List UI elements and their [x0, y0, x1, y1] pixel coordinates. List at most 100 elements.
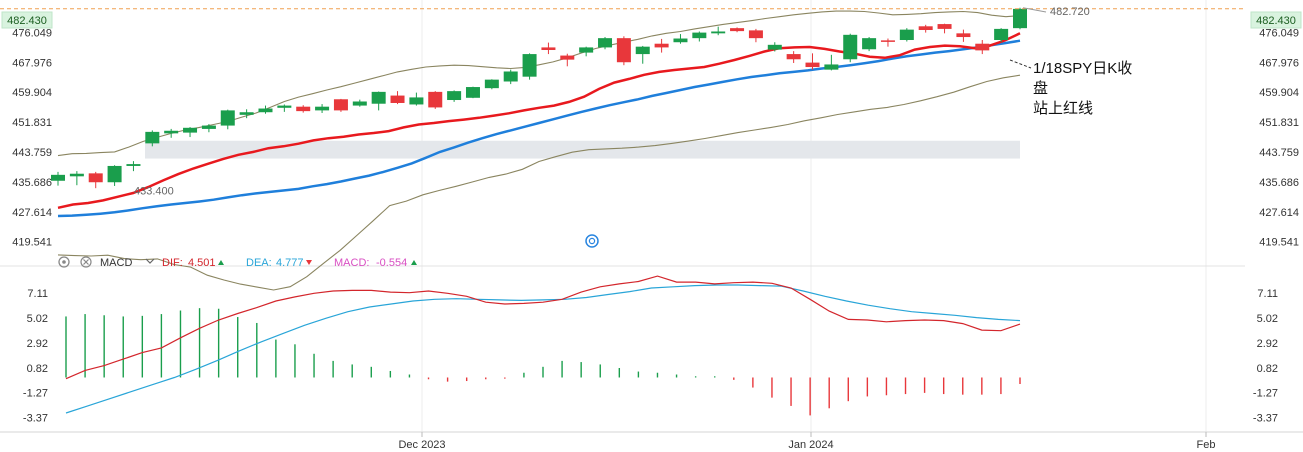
candle [371, 91, 386, 111]
candle [635, 45, 650, 64]
right-last-price: 482.430 [1256, 15, 1296, 27]
candle [333, 98, 348, 112]
candle [484, 79, 499, 90]
left-price-tick: 476.049 [12, 27, 52, 39]
right-price-tick: 435.686 [1259, 177, 1299, 189]
macd-right-tick: 7.11 [1257, 288, 1278, 300]
macd-left-axis: 7.11 5.02 2.92 0.82 -1.27 -3.37 [23, 288, 48, 424]
left-last-price: 482.430 [7, 15, 47, 27]
right-price-tick: 443.759 [1259, 147, 1299, 159]
chevron-down-icon[interactable] [145, 258, 155, 264]
candle [541, 42, 556, 55]
candle [126, 161, 141, 172]
candle [937, 23, 952, 34]
candle [51, 171, 65, 186]
candle [767, 42, 782, 52]
candle [277, 104, 292, 112]
note-line-3: 站上红线 [1033, 100, 1093, 117]
candle [428, 91, 443, 109]
candle [164, 128, 179, 138]
right-price-tick: 476.049 [1259, 27, 1299, 39]
candles [51, 7, 1027, 189]
right-price-tick: 459.904 [1259, 87, 1299, 99]
candle [899, 28, 914, 42]
macd-right-axis: 7.11 5.02 2.92 0.82 -1.27 -3.37 [1253, 288, 1278, 424]
candle [673, 34, 688, 44]
candle [239, 109, 254, 119]
candle [598, 37, 613, 50]
candle [975, 40, 990, 55]
dea-line [65, 284, 1021, 414]
left-price-tick: 419.541 [12, 237, 52, 249]
date-label-feb: Feb [1197, 439, 1216, 451]
macd-left-tick: 7.11 [27, 288, 48, 300]
candle [522, 53, 537, 80]
candle [258, 105, 273, 114]
candle [748, 28, 763, 43]
candle [503, 69, 518, 85]
boll-upper-line [57, 10, 1021, 157]
right-price-tick: 451.831 [1259, 117, 1299, 129]
candle [579, 46, 594, 57]
note-box [1025, 56, 1160, 124]
candle [69, 171, 84, 186]
left-price-tick: 427.614 [12, 207, 52, 219]
dif-line [65, 275, 1021, 380]
candle [824, 54, 839, 71]
macd-title: MACD [100, 257, 132, 269]
candle [560, 53, 575, 67]
macd-right-tick: 5.02 [1257, 313, 1278, 325]
support-zone [145, 140, 1020, 159]
macd-name: MACD: [334, 257, 369, 269]
candle [786, 51, 801, 63]
low-label: 433.400 [134, 185, 174, 197]
dif-value: 4.501 [188, 257, 216, 269]
macd-left-tick: 2.92 [27, 338, 48, 350]
candle [711, 26, 726, 36]
candle [447, 90, 462, 102]
dif-up-arrow [218, 260, 224, 265]
dea-value: 4.777 [276, 257, 304, 269]
target-icon[interactable] [585, 234, 599, 248]
macd-up-arrow [411, 260, 417, 265]
grid [421, 0, 1207, 432]
left-last-price-box: 482.430 [1, 11, 53, 29]
macd-left-tick: -1.27 [23, 388, 48, 400]
close-icon[interactable] [80, 256, 92, 268]
candle [730, 27, 745, 33]
right-price-tick: 419.541 [1259, 237, 1299, 249]
macd-left-tick: 0.82 [27, 363, 48, 375]
high-label: 482.720 [1050, 6, 1090, 18]
dea-name: DEA: [246, 257, 272, 269]
candle [465, 86, 480, 99]
candle [315, 104, 330, 113]
macd-value: -0.554 [376, 257, 407, 269]
left-price-tick: 451.831 [12, 117, 52, 129]
date-label-dec: Dec 2023 [398, 439, 445, 451]
candle [107, 165, 122, 186]
candle [654, 38, 669, 53]
left-price-axis: 476.049 467.976 459.904 451.831 443.759 435.6… [12, 27, 52, 248]
candle [145, 130, 160, 147]
right-price-tick: 467.976 [1259, 57, 1299, 69]
candle [88, 171, 103, 189]
candle [409, 92, 424, 106]
macd-right-tick: 2.92 [1257, 338, 1278, 350]
macd-left-tick: 5.02 [27, 313, 48, 325]
left-price-tick: 435.686 [12, 177, 52, 189]
macd-legend: MACD DIF: 4.501 DEA: 4.777 MACD: -0.554 [58, 256, 417, 269]
right-price-axis: 476.049 467.976 459.904 451.831 443.759 435.6… [1259, 27, 1299, 248]
candle [862, 37, 877, 52]
dif-name: DIF: [162, 257, 183, 269]
candle [352, 99, 367, 107]
candle [201, 124, 216, 133]
left-price-tick: 467.976 [12, 57, 52, 69]
high-leader [1022, 7, 1047, 13]
settings-icon[interactable] [58, 256, 70, 268]
macd-histogram [65, 308, 1021, 416]
note-line-1: 1/18SPY日K收 [1033, 60, 1132, 77]
candle [692, 31, 707, 42]
left-price-tick: 459.904 [12, 87, 52, 99]
left-price-tick: 443.759 [12, 147, 52, 159]
